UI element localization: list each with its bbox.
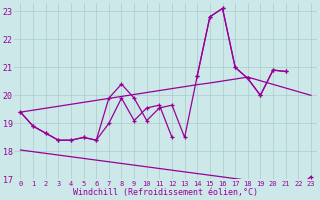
X-axis label: Windchill (Refroidissement éolien,°C): Windchill (Refroidissement éolien,°C) <box>73 188 258 197</box>
